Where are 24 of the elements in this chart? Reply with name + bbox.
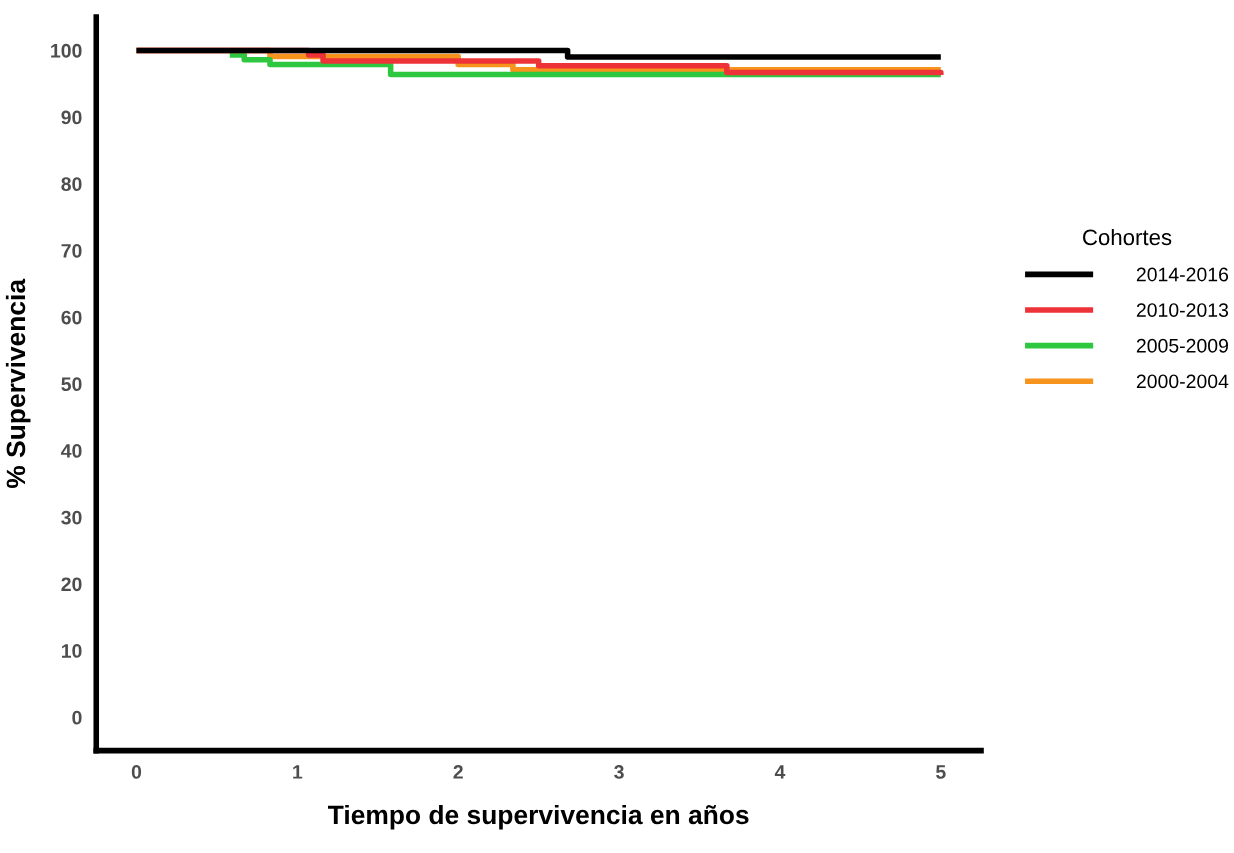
y-tick-label: 40	[61, 444, 82, 458]
y-tick-label: 60	[61, 310, 82, 325]
y-tick-label: 90	[61, 110, 82, 125]
y-tick-label: 70	[61, 243, 82, 258]
x-axis-title: Tiempo de supervivencia en años	[328, 804, 749, 830]
x-tick-label: 4	[774, 765, 786, 779]
y-tick-label: 10	[61, 644, 82, 658]
x-tick-label: 2	[453, 765, 463, 779]
legend-label: 2010-2013	[1136, 303, 1229, 318]
legend-title: Cohortes	[1083, 228, 1172, 246]
y-tick-label: 0	[72, 710, 82, 725]
x-tick-label: 3	[614, 765, 624, 779]
legend-label: 2005-2009	[1136, 338, 1228, 353]
y-tick-label: 50	[61, 377, 82, 392]
x-tick-label: 0	[131, 765, 142, 779]
y-tick-label: 80	[61, 177, 82, 192]
legend-label: 2000-2004	[1136, 374, 1229, 389]
y-tick-label: 20	[61, 577, 82, 592]
y-tick-label: 100	[51, 43, 82, 58]
x-tick-label: 5	[936, 765, 946, 779]
y-axis-title: % Supervivencia	[5, 278, 31, 489]
y-tick-label: 30	[61, 510, 82, 525]
legend-label: 2014-2016	[1136, 267, 1229, 282]
x-tick-label: 1	[293, 765, 303, 779]
